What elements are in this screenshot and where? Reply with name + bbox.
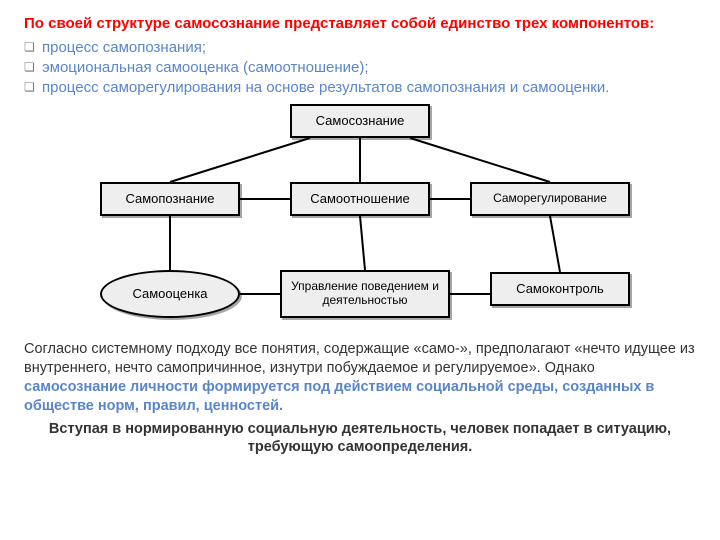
slide-title: По своей структуре самосознание представ… [24,14,696,34]
paragraph-accent: самосознание личности формируется под де… [24,379,654,414]
node-label: Самосознание [316,114,405,129]
node-label: Самоконтроль [516,282,604,297]
diagram-node-samopoznanie: Самопознание [100,182,240,216]
concept-diagram: Самосознание Самопознание Самоотношение … [80,102,640,332]
bullet-item: процесс саморегулирования на основе резу… [24,78,696,98]
diagram-node-root: Самосознание [290,104,430,138]
bullet-item: процесс самопознания; [24,38,696,58]
conclusion-text: Вступая в нормированную социальную деяте… [24,420,696,458]
node-label: Самоотношение [310,192,410,207]
slide-page: По своей структуре самосознание представ… [0,0,720,540]
node-label: Саморегулирование [493,192,607,206]
bullet-item: эмоциональная самооценка (самоотношение)… [24,58,696,78]
node-label: Управление поведением и деятельностью [288,280,442,308]
diagram-node-samokontrol: Самоконтроль [490,272,630,306]
diagram-node-upravlenie: Управление поведением и деятельностью [280,270,450,318]
node-label: Самооценка [132,287,207,302]
paragraph-block: Согласно системному подходу все понятия,… [24,340,696,415]
diagram-node-samootnoshenie: Самоотношение [290,182,430,216]
diagram-node-samootsenka: Самооценка [100,270,240,318]
bullet-list: процесс самопознания; эмоциональная само… [24,38,696,99]
paragraph-lead: Согласно системному подходу все понятия,… [24,341,695,376]
diagram-node-samoregulirovanie: Саморегулирование [470,182,630,216]
node-label: Самопознание [125,192,214,207]
